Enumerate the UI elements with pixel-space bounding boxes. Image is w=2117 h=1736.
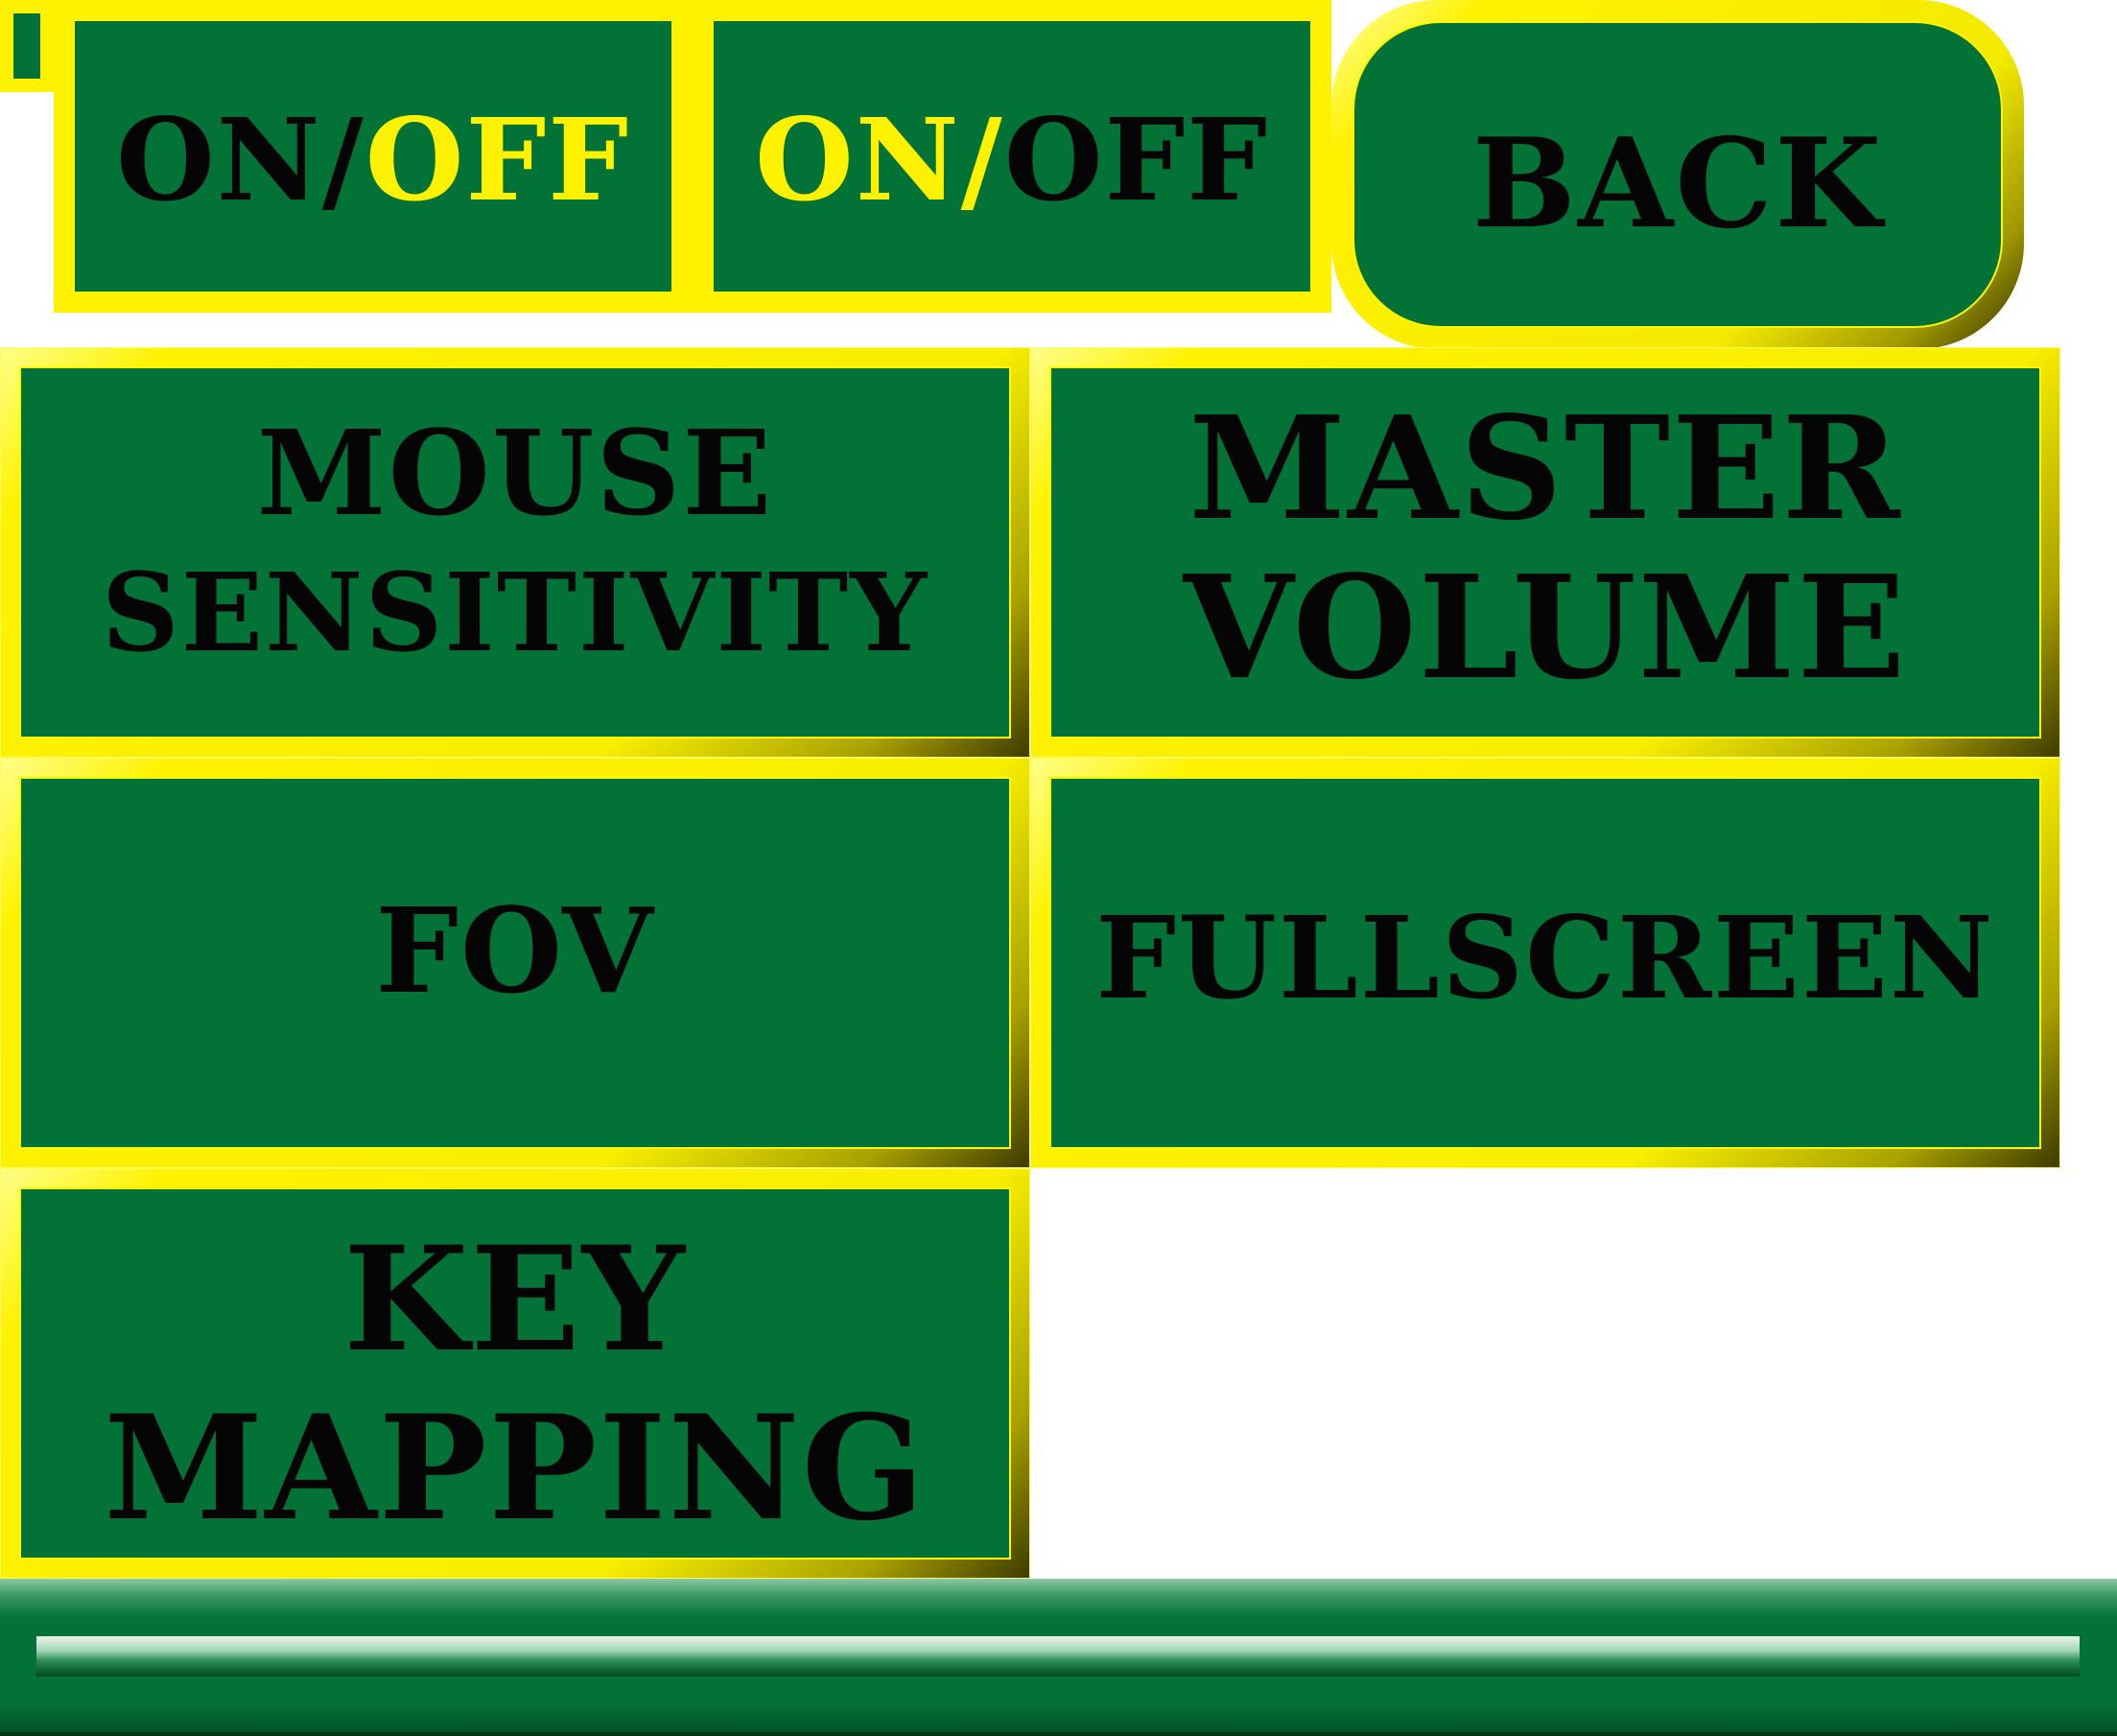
fov-button-face xyxy=(21,779,1009,1147)
toggle-button-2[interactable]: ON/OFF xyxy=(693,0,1331,313)
key-mapping-line1: KEY xyxy=(343,1215,687,1384)
status-indicator-face xyxy=(13,13,40,79)
master-volume-button[interactable]: MASTER VOLUME xyxy=(1030,347,2060,758)
toggle-1-off-text: OFF xyxy=(365,93,631,226)
key-mapping-line2: MAPPING xyxy=(104,1384,927,1553)
toggle-button-1-label: ON/OFF xyxy=(54,104,693,217)
fov-button[interactable]: FOV xyxy=(0,758,1030,1168)
fullscreen-label: FULLSCREEN xyxy=(1095,891,1995,1024)
slider-track[interactable] xyxy=(36,1636,2080,1677)
mouse-sensitivity-button[interactable]: MOUSE SENSITIVITY xyxy=(0,347,1030,758)
mouse-sensitivity-line2: SENSITIVITY xyxy=(101,551,929,676)
toggle-2-on-text: ON/ xyxy=(754,93,1004,226)
key-mapping-button-face xyxy=(21,1189,1009,1558)
toggle-button-2-label: ON/OFF xyxy=(693,104,1331,217)
back-button[interactable]: BACK xyxy=(1331,0,2024,349)
toggle-button-2-face xyxy=(714,21,1310,292)
master-volume-line2: VOLUME xyxy=(1183,544,1908,711)
toggle-button-1-face xyxy=(75,21,671,292)
back-button-label: BACK xyxy=(1471,112,1884,256)
mouse-sensitivity-line1: MOUSE xyxy=(256,404,774,542)
key-mapping-button[interactable]: KEY MAPPING xyxy=(0,1168,1030,1579)
mouse-sensitivity-button-face xyxy=(21,368,1009,737)
toggle-button-1[interactable]: ON/OFF xyxy=(54,0,693,313)
fov-label: FOV xyxy=(375,881,655,1020)
status-indicator xyxy=(0,0,54,92)
toggle-2-off-text: OFF xyxy=(1003,93,1270,226)
master-volume-line1: MASTER xyxy=(1188,385,1902,551)
fullscreen-button-face xyxy=(1051,779,2039,1147)
fullscreen-button[interactable]: FULLSCREEN xyxy=(1030,758,2060,1168)
master-volume-button-face xyxy=(1051,368,2039,737)
back-button-face xyxy=(1354,23,2001,326)
toggle-1-on-text: ON/ xyxy=(115,93,365,226)
slider-bar[interactable] xyxy=(0,1579,2117,1736)
